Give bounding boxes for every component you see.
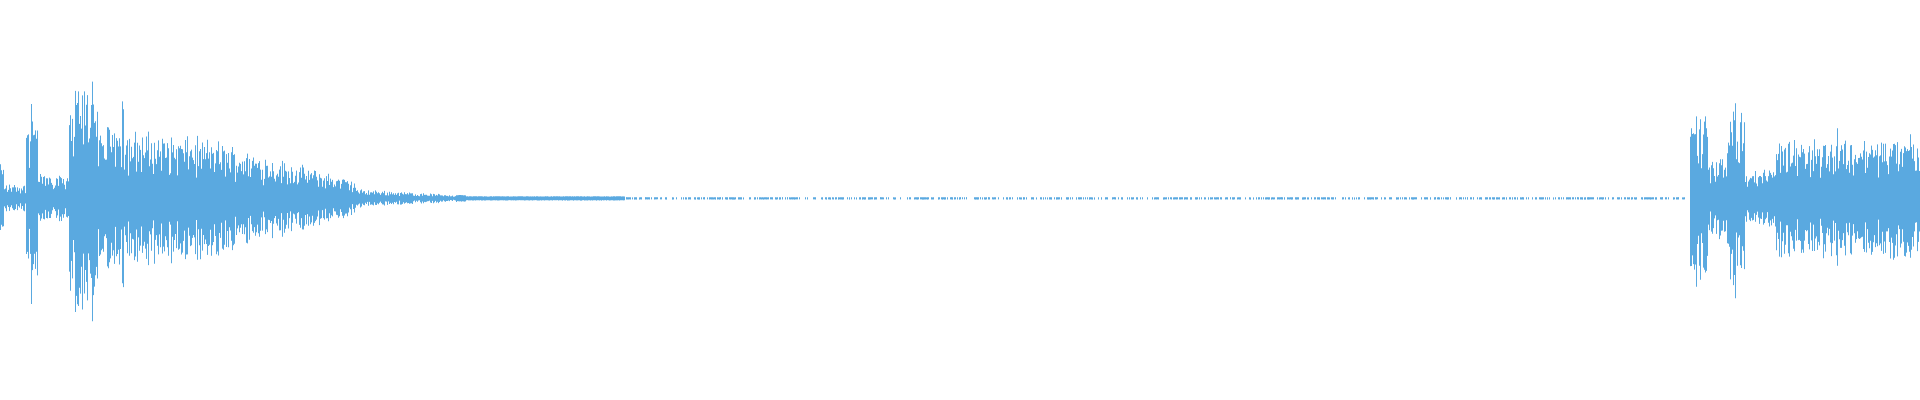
waveform xyxy=(0,81,1920,322)
